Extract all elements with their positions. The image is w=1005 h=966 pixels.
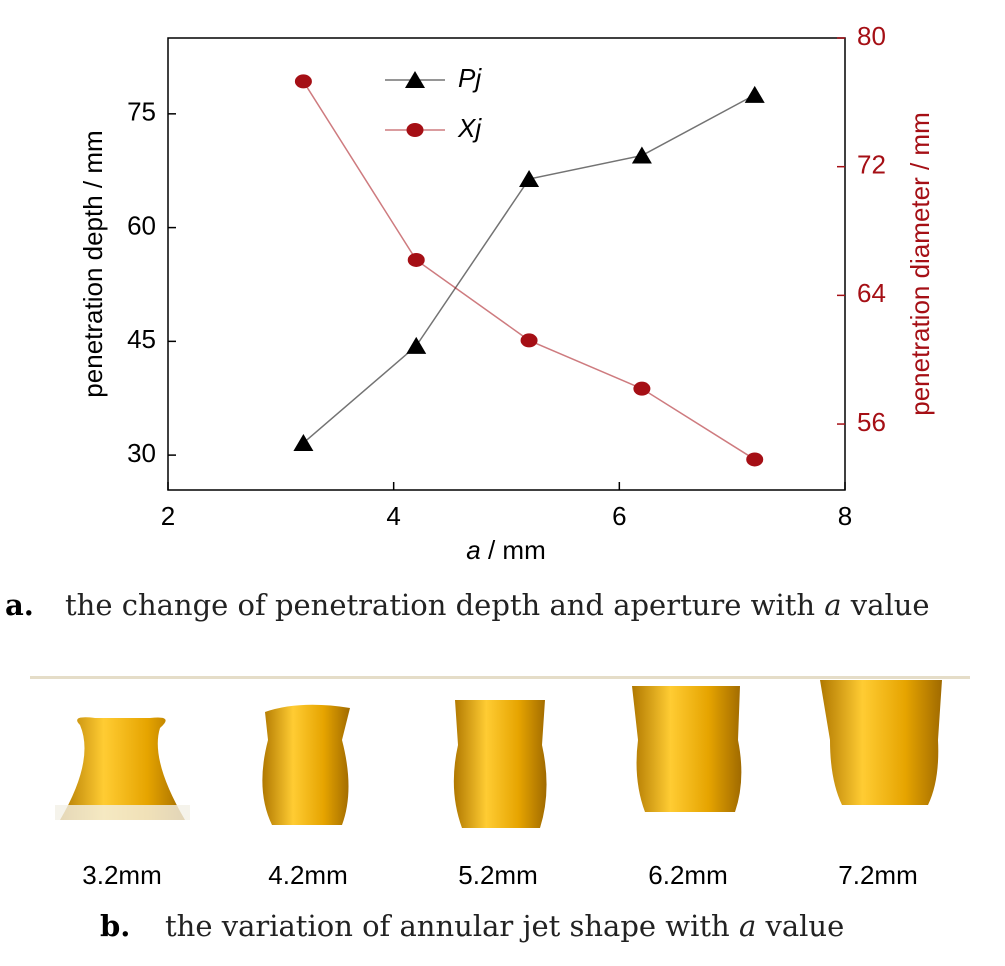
x-tick-label: 8 [838,501,852,531]
jet-shape [632,686,742,812]
marker [746,452,764,467]
x-axis-label-part: a [466,535,480,565]
caption-part: a [824,588,841,622]
y2-tick-label: 64 [857,278,886,308]
x-tick-label: 4 [386,501,400,531]
series-line [302,81,756,461]
caption-part: value [756,909,844,943]
marker [520,333,538,348]
marker [407,252,425,267]
marker [294,74,312,89]
legend-marker [406,123,424,137]
legend-label: Pj [458,63,482,93]
y-axis-label: penetration depth / mm [78,130,108,397]
jet-images [30,676,970,828]
jet-shape [820,680,942,805]
y-tick-label: 45 [127,324,156,354]
legend-marker [405,71,425,88]
caption-label: b. [100,909,130,943]
y2-tick-label: 72 [857,150,886,180]
jet-shape [453,700,547,828]
series [294,74,764,467]
caption-part: a [739,909,756,943]
y-tick-label: 60 [127,210,156,240]
marker [293,433,314,451]
debris-line [30,676,970,679]
y2-axis-label: penetration diameter / mm [905,112,935,415]
jet-label: 6.2mm [648,860,727,890]
series-line [302,94,756,444]
series [293,85,765,451]
x-axis-label: a / mm [466,535,545,565]
marker [744,85,765,103]
caption-part: the variation of annular jet shape with [165,909,739,943]
caption-part: the change of penetration depth and aper… [65,588,824,622]
y-tick-label: 75 [127,97,156,127]
marker [519,170,540,188]
x-axis-label-part: / mm [481,535,546,565]
marker [633,381,651,396]
jet-label: 3.2mm [82,860,161,890]
legend-label: Xj [457,113,482,143]
marker [631,146,652,164]
caption-text: the change of penetration depth and aper… [65,588,930,622]
plot-frame [167,37,846,491]
jet-label: 7.2mm [838,860,917,890]
y2-tick-label: 80 [857,21,886,51]
x-tick-label: 6 [612,501,626,531]
jet-shape [55,805,190,820]
y2-tick-label: 56 [857,407,886,437]
x-tick-label: 2 [161,501,175,531]
jet-shape [60,717,185,820]
jet-shape [262,704,350,825]
marker [406,336,427,354]
jet-label: 4.2mm [268,860,347,890]
caption-text: the variation of annular jet shape with … [165,909,844,943]
caption-part: value [842,588,930,622]
jet-label: 5.2mm [458,860,537,890]
y-tick-label: 30 [127,438,156,468]
caption-label: a. [5,588,34,622]
